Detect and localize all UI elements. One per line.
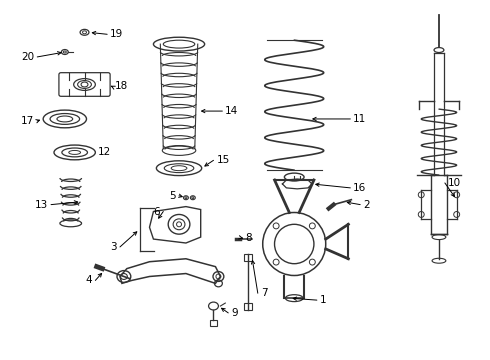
Text: 13: 13: [35, 199, 48, 210]
Text: 1: 1: [320, 295, 326, 305]
Text: 6: 6: [154, 207, 160, 216]
Text: 17: 17: [21, 116, 34, 126]
Text: 5: 5: [170, 191, 176, 201]
Text: 19: 19: [110, 29, 123, 39]
Text: 18: 18: [115, 81, 128, 91]
Text: 15: 15: [217, 155, 230, 165]
Text: 20: 20: [21, 52, 34, 62]
Text: 3: 3: [110, 242, 117, 252]
Text: 2: 2: [363, 199, 370, 210]
Text: 7: 7: [261, 288, 268, 298]
Text: 4: 4: [86, 275, 93, 285]
Text: 11: 11: [353, 114, 367, 124]
Text: 14: 14: [225, 106, 239, 116]
Text: 16: 16: [353, 183, 367, 193]
Text: 10: 10: [448, 178, 461, 188]
Text: 12: 12: [98, 148, 112, 157]
Text: 8: 8: [245, 233, 252, 243]
Text: 9: 9: [231, 308, 238, 318]
